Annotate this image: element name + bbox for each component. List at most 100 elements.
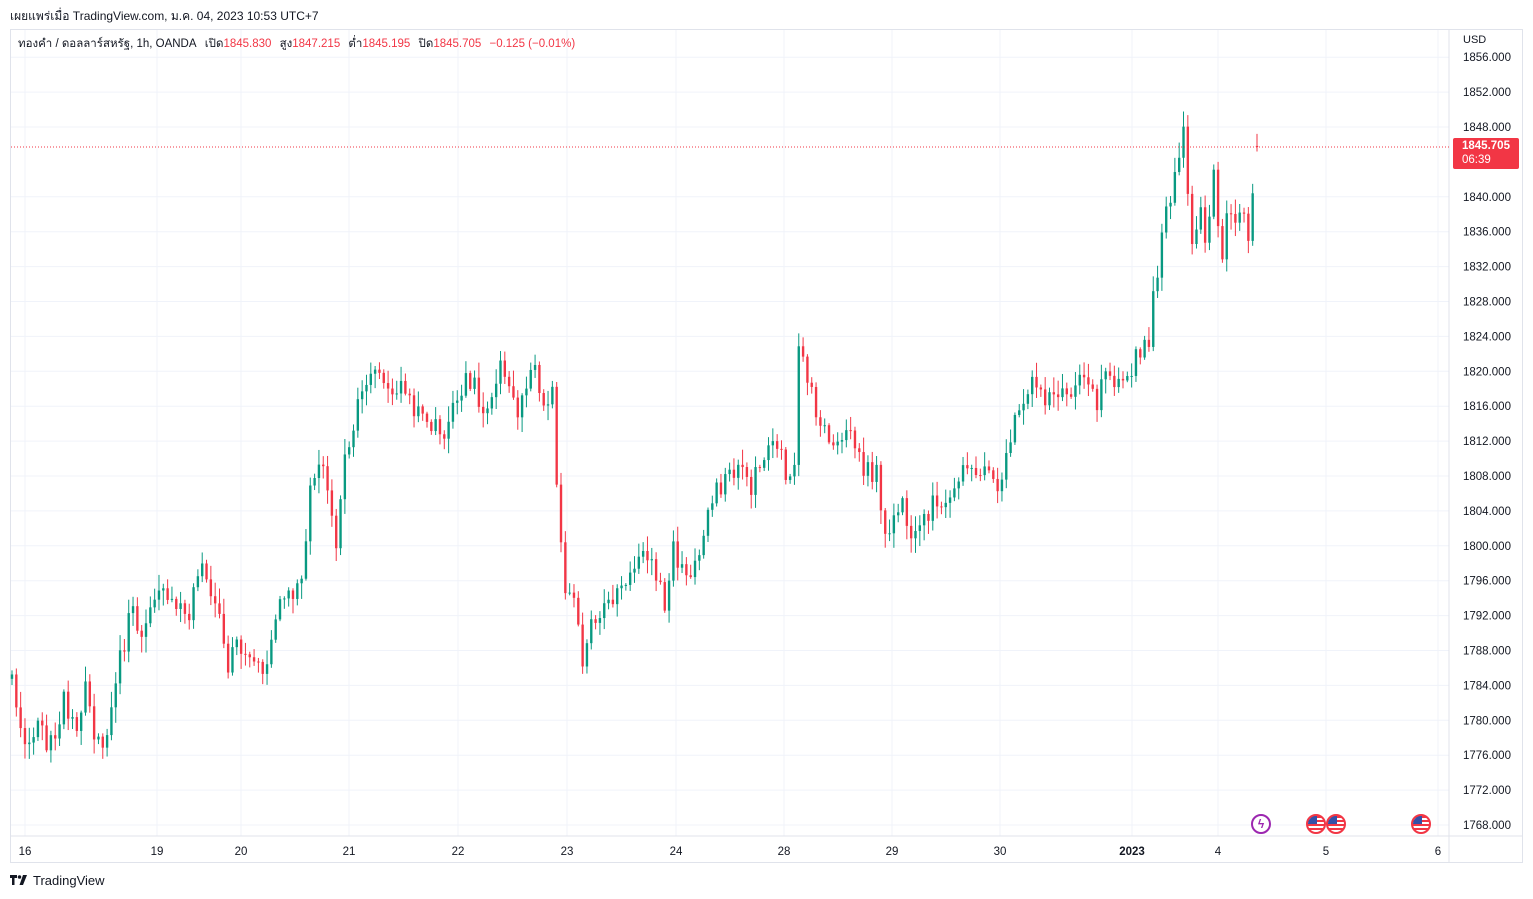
candle-body [417, 406, 420, 417]
candle-body [1221, 226, 1224, 260]
low-label: ต่ำ [348, 38, 363, 50]
candle-body [447, 421, 450, 439]
candle-body [179, 603, 182, 609]
time-tick-label: 24 [670, 846, 683, 858]
candle-body [520, 395, 524, 418]
candle-body [257, 661, 260, 663]
candle-body [1139, 349, 1142, 358]
candle-body [1113, 375, 1116, 388]
time-tick-label: 6 [1435, 846, 1441, 858]
candle-body [421, 406, 424, 414]
candle-body [140, 630, 143, 637]
candle-body [261, 661, 264, 674]
candle-body [1121, 378, 1125, 381]
ohlc-legend: ทองคำ / ดอลลาร์สหรัฐ, 1h, OANDA เปิด1845… [18, 35, 575, 53]
candle-body [287, 590, 290, 599]
candle-body [853, 430, 857, 449]
candle-body [79, 712, 83, 731]
candle-body [646, 550, 649, 561]
us-flag-icon[interactable] [1326, 814, 1346, 834]
candle-body [1009, 442, 1012, 454]
candle-body [516, 397, 519, 418]
candle-body [1234, 213, 1237, 223]
candle-body [888, 533, 891, 535]
candle-body [1026, 394, 1030, 404]
candle-body [378, 369, 381, 373]
candle-body [188, 613, 191, 621]
candle-body [745, 467, 749, 477]
candle-body [780, 448, 783, 450]
candle-body [265, 664, 269, 674]
candle-body [430, 421, 433, 432]
candle-body [58, 724, 61, 739]
candle-body [408, 393, 411, 396]
candle-body [702, 535, 705, 556]
lightning-icon[interactable]: ϟ [1251, 814, 1271, 834]
candle-body [966, 465, 969, 469]
time-tick-label: 30 [994, 846, 1007, 858]
candle-body [1095, 388, 1099, 411]
candle-body [356, 399, 360, 431]
candle-body [875, 464, 878, 482]
candle-body [650, 559, 653, 561]
candle-body [110, 707, 113, 736]
symbol-label: ทองคำ / ดอลลาร์สหรัฐ, 1h, OANDA [18, 38, 197, 50]
candle-body [512, 386, 515, 398]
us-flag-icon[interactable] [1411, 814, 1431, 834]
candle-body [698, 555, 701, 561]
candle-body [235, 639, 238, 648]
candle-body [832, 442, 835, 446]
candle-body [1203, 207, 1207, 243]
candle-body [1091, 384, 1094, 389]
candle-body [611, 599, 615, 605]
candle-body [659, 580, 662, 583]
candle-body [680, 564, 684, 568]
candle-body [438, 419, 442, 435]
candle-body [884, 510, 887, 534]
candle-body [92, 706, 96, 740]
candle-body [1216, 169, 1220, 227]
candle-body [1173, 172, 1177, 203]
price-tick-label: 1816.000 [1463, 401, 1511, 413]
tradingview-branding[interactable]: TradingView [10, 873, 105, 888]
candle-body [391, 388, 394, 395]
price-tick-label: 1796.000 [1463, 576, 1511, 588]
candle-body [1255, 145, 1259, 148]
candle-body [45, 725, 48, 751]
candle-body [992, 470, 995, 479]
candle-body [715, 482, 718, 504]
time-tick-label: 29 [886, 846, 899, 858]
candle-body [183, 603, 187, 614]
candle-body [239, 639, 243, 654]
candle-body [144, 623, 148, 637]
candle-body [1069, 394, 1073, 397]
price-tick-label: 1812.000 [1463, 436, 1511, 448]
candle-body [1000, 479, 1004, 492]
price-tick-label: 1780.000 [1463, 715, 1511, 727]
candle-body [970, 467, 973, 469]
us-flag-icon[interactable] [1306, 814, 1326, 834]
candle-body [499, 360, 502, 384]
price-tick-label: 1848.000 [1463, 122, 1511, 134]
price-tick-label: 1856.000 [1463, 52, 1511, 64]
candle-body [953, 488, 956, 498]
candle-body [131, 606, 135, 614]
candle-body [1082, 374, 1086, 378]
candle-body [590, 619, 593, 644]
time-tick-label: 2023 [1119, 846, 1145, 858]
price-tick-label: 1804.000 [1463, 506, 1511, 518]
candle-body [1043, 389, 1047, 406]
time-tick-label: 22 [452, 846, 465, 858]
candle-body [54, 735, 57, 739]
candle-body [213, 596, 217, 604]
candle-body [23, 728, 27, 745]
candle-body [1225, 213, 1228, 260]
candle-body [399, 380, 403, 394]
candle-body [105, 735, 109, 748]
candle-body [628, 572, 632, 585]
candle-body [663, 582, 666, 611]
candle-body [788, 476, 792, 480]
candle-body [1061, 388, 1064, 398]
candle-body [123, 650, 126, 652]
